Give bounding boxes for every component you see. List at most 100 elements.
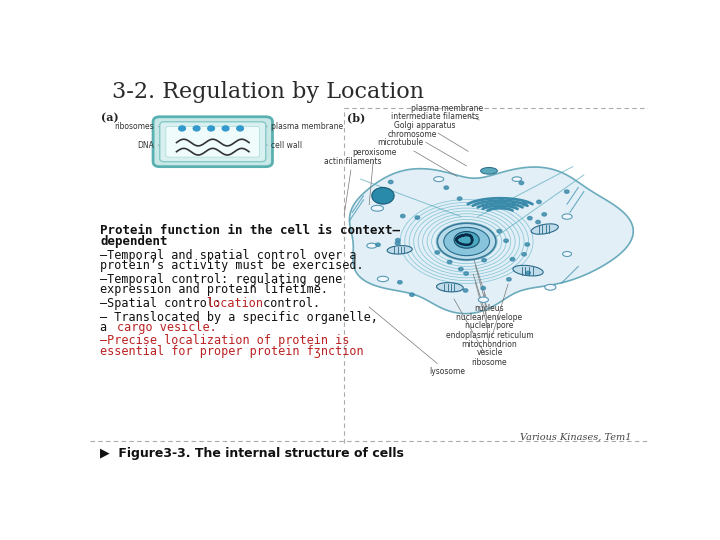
Text: cell wall: cell wall	[264, 140, 302, 150]
Circle shape	[376, 243, 380, 246]
Circle shape	[179, 126, 186, 131]
Text: mitochondrion: mitochondrion	[462, 284, 518, 349]
Circle shape	[463, 289, 468, 292]
Ellipse shape	[531, 224, 558, 234]
Circle shape	[435, 251, 439, 254]
Circle shape	[526, 271, 531, 274]
Text: control.: control.	[256, 297, 320, 310]
Text: Protein function in the cell is context–: Protein function in the cell is context–	[100, 224, 400, 237]
FancyBboxPatch shape	[153, 117, 272, 167]
Text: vesicle: vesicle	[477, 293, 503, 357]
Circle shape	[415, 216, 420, 219]
Ellipse shape	[454, 232, 480, 248]
Text: Various Kinases, Tem1: Various Kinases, Tem1	[520, 433, 631, 442]
Circle shape	[519, 181, 523, 185]
Ellipse shape	[545, 285, 556, 290]
Circle shape	[528, 217, 532, 220]
Text: cargo vesicle.: cargo vesicle.	[117, 321, 217, 334]
Circle shape	[459, 267, 463, 271]
Text: intermediate filaments: intermediate filaments	[391, 112, 479, 125]
Circle shape	[510, 258, 515, 261]
Ellipse shape	[436, 282, 463, 292]
Circle shape	[410, 293, 414, 296]
Ellipse shape	[437, 223, 496, 260]
Circle shape	[464, 272, 468, 275]
Text: essential for proper protein fʒnction: essential for proper protein fʒnction	[100, 345, 364, 357]
Text: –Temporal and spatial control over a: –Temporal and spatial control over a	[100, 248, 356, 261]
Text: – Translocated by a specific organelle,: – Translocated by a specific organelle,	[100, 311, 378, 324]
Circle shape	[193, 126, 200, 131]
Ellipse shape	[478, 297, 488, 302]
Text: ribosome: ribosome	[454, 299, 508, 367]
Circle shape	[504, 239, 508, 242]
Circle shape	[396, 239, 400, 242]
Circle shape	[482, 259, 486, 262]
Text: actin filaments: actin filaments	[323, 157, 381, 215]
Ellipse shape	[433, 177, 444, 181]
Text: chromosome: chromosome	[387, 130, 467, 166]
Ellipse shape	[366, 243, 377, 248]
Circle shape	[525, 243, 529, 246]
Ellipse shape	[377, 276, 389, 282]
Ellipse shape	[481, 167, 498, 174]
Text: peroxisome: peroxisome	[352, 147, 396, 205]
Ellipse shape	[512, 177, 521, 181]
Circle shape	[400, 214, 405, 218]
Circle shape	[564, 190, 569, 193]
Text: –Spatial control:: –Spatial control:	[100, 297, 228, 310]
Text: nucleus: nucleus	[473, 258, 504, 313]
Ellipse shape	[562, 252, 572, 256]
Polygon shape	[349, 167, 634, 314]
Ellipse shape	[513, 265, 543, 276]
Circle shape	[222, 126, 229, 131]
Circle shape	[483, 205, 487, 208]
Text: 3-2. Regulation by Location: 3-2. Regulation by Location	[112, 82, 424, 104]
FancyBboxPatch shape	[160, 122, 266, 161]
Circle shape	[499, 198, 503, 201]
Circle shape	[208, 126, 215, 131]
Text: (a): (a)	[101, 113, 119, 124]
Text: expression and protein lifetime.: expression and protein lifetime.	[100, 283, 328, 296]
Circle shape	[542, 213, 546, 216]
Text: protein’s activity must be exercised.: protein’s activity must be exercised.	[100, 259, 364, 272]
Text: –Precise localization of protein is: –Precise localization of protein is	[100, 334, 349, 347]
Text: plasma membrane: plasma membrane	[264, 122, 343, 131]
Ellipse shape	[444, 227, 490, 255]
Ellipse shape	[562, 214, 572, 219]
Circle shape	[397, 281, 402, 284]
Circle shape	[372, 187, 394, 204]
Text: plasma membrane: plasma membrane	[411, 104, 483, 120]
Circle shape	[481, 287, 485, 290]
Circle shape	[497, 230, 502, 233]
Text: ribosomes: ribosomes	[114, 122, 161, 131]
Circle shape	[523, 202, 527, 206]
Text: lysosome: lysosome	[369, 307, 465, 376]
Text: –Temporal control: regulating gene: –Temporal control: regulating gene	[100, 273, 342, 286]
Circle shape	[522, 253, 526, 256]
Ellipse shape	[387, 246, 413, 254]
Circle shape	[444, 186, 449, 190]
Text: nuclear pore: nuclear pore	[465, 274, 513, 330]
Text: microtubule: microtubule	[377, 138, 457, 177]
Text: dependent: dependent	[100, 235, 168, 248]
Text: nuclear envelope: nuclear envelope	[456, 266, 523, 322]
Ellipse shape	[372, 205, 384, 211]
FancyBboxPatch shape	[166, 126, 260, 157]
Circle shape	[237, 126, 243, 131]
Circle shape	[462, 228, 467, 231]
Circle shape	[457, 197, 462, 200]
Text: ▶  Figure3-3. The internal structure of cells: ▶ Figure3-3. The internal structure of c…	[100, 447, 404, 460]
Circle shape	[511, 203, 516, 206]
Circle shape	[395, 241, 400, 245]
Text: location: location	[206, 297, 263, 310]
Circle shape	[389, 180, 393, 184]
Circle shape	[507, 278, 511, 281]
Circle shape	[447, 260, 452, 264]
Text: Golgi apparatus: Golgi apparatus	[394, 120, 468, 151]
Text: (b): (b)	[347, 113, 365, 124]
Circle shape	[536, 200, 541, 204]
Text: DNA: DNA	[138, 140, 161, 150]
Text: endoplasmic reticulum: endoplasmic reticulum	[446, 282, 534, 340]
Text: a: a	[100, 321, 114, 334]
Circle shape	[536, 220, 540, 224]
